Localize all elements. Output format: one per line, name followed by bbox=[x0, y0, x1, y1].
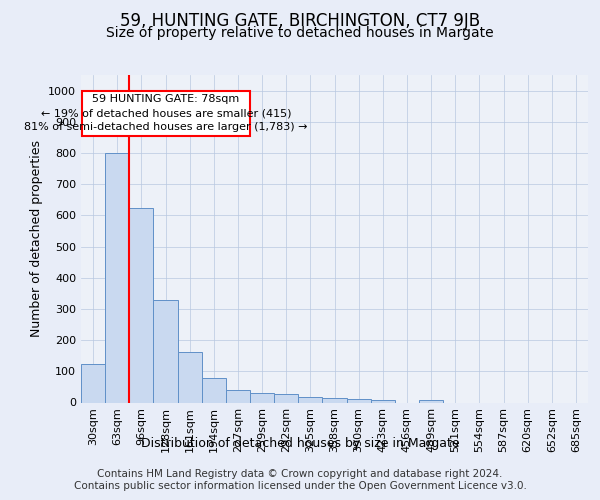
Bar bbox=[371, 400, 395, 402]
Text: Contains HM Land Registry data © Crown copyright and database right 2024.: Contains HM Land Registry data © Crown c… bbox=[97, 469, 503, 479]
Bar bbox=[322, 398, 347, 402]
Bar bbox=[178, 352, 202, 403]
Bar bbox=[226, 390, 250, 402]
Y-axis label: Number of detached properties: Number of detached properties bbox=[29, 140, 43, 337]
Bar bbox=[105, 153, 129, 402]
Bar bbox=[298, 397, 322, 402]
Bar bbox=[419, 400, 443, 402]
Text: 59, HUNTING GATE, BIRCHINGTON, CT7 9JB: 59, HUNTING GATE, BIRCHINGTON, CT7 9JB bbox=[120, 12, 480, 30]
Bar bbox=[154, 300, 178, 403]
Bar bbox=[129, 208, 154, 402]
Bar bbox=[274, 394, 298, 402]
Text: Size of property relative to detached houses in Margate: Size of property relative to detached ho… bbox=[106, 26, 494, 40]
FancyBboxPatch shape bbox=[82, 90, 250, 136]
Bar bbox=[347, 400, 371, 402]
Bar bbox=[250, 393, 274, 402]
Bar bbox=[202, 378, 226, 402]
Text: 59 HUNTING GATE: 78sqm
← 19% of detached houses are smaller (415)
81% of semi-de: 59 HUNTING GATE: 78sqm ← 19% of detached… bbox=[25, 94, 308, 132]
Text: Contains public sector information licensed under the Open Government Licence v3: Contains public sector information licen… bbox=[74, 481, 526, 491]
Bar bbox=[81, 364, 105, 403]
Text: Distribution of detached houses by size in Margate: Distribution of detached houses by size … bbox=[140, 438, 460, 450]
